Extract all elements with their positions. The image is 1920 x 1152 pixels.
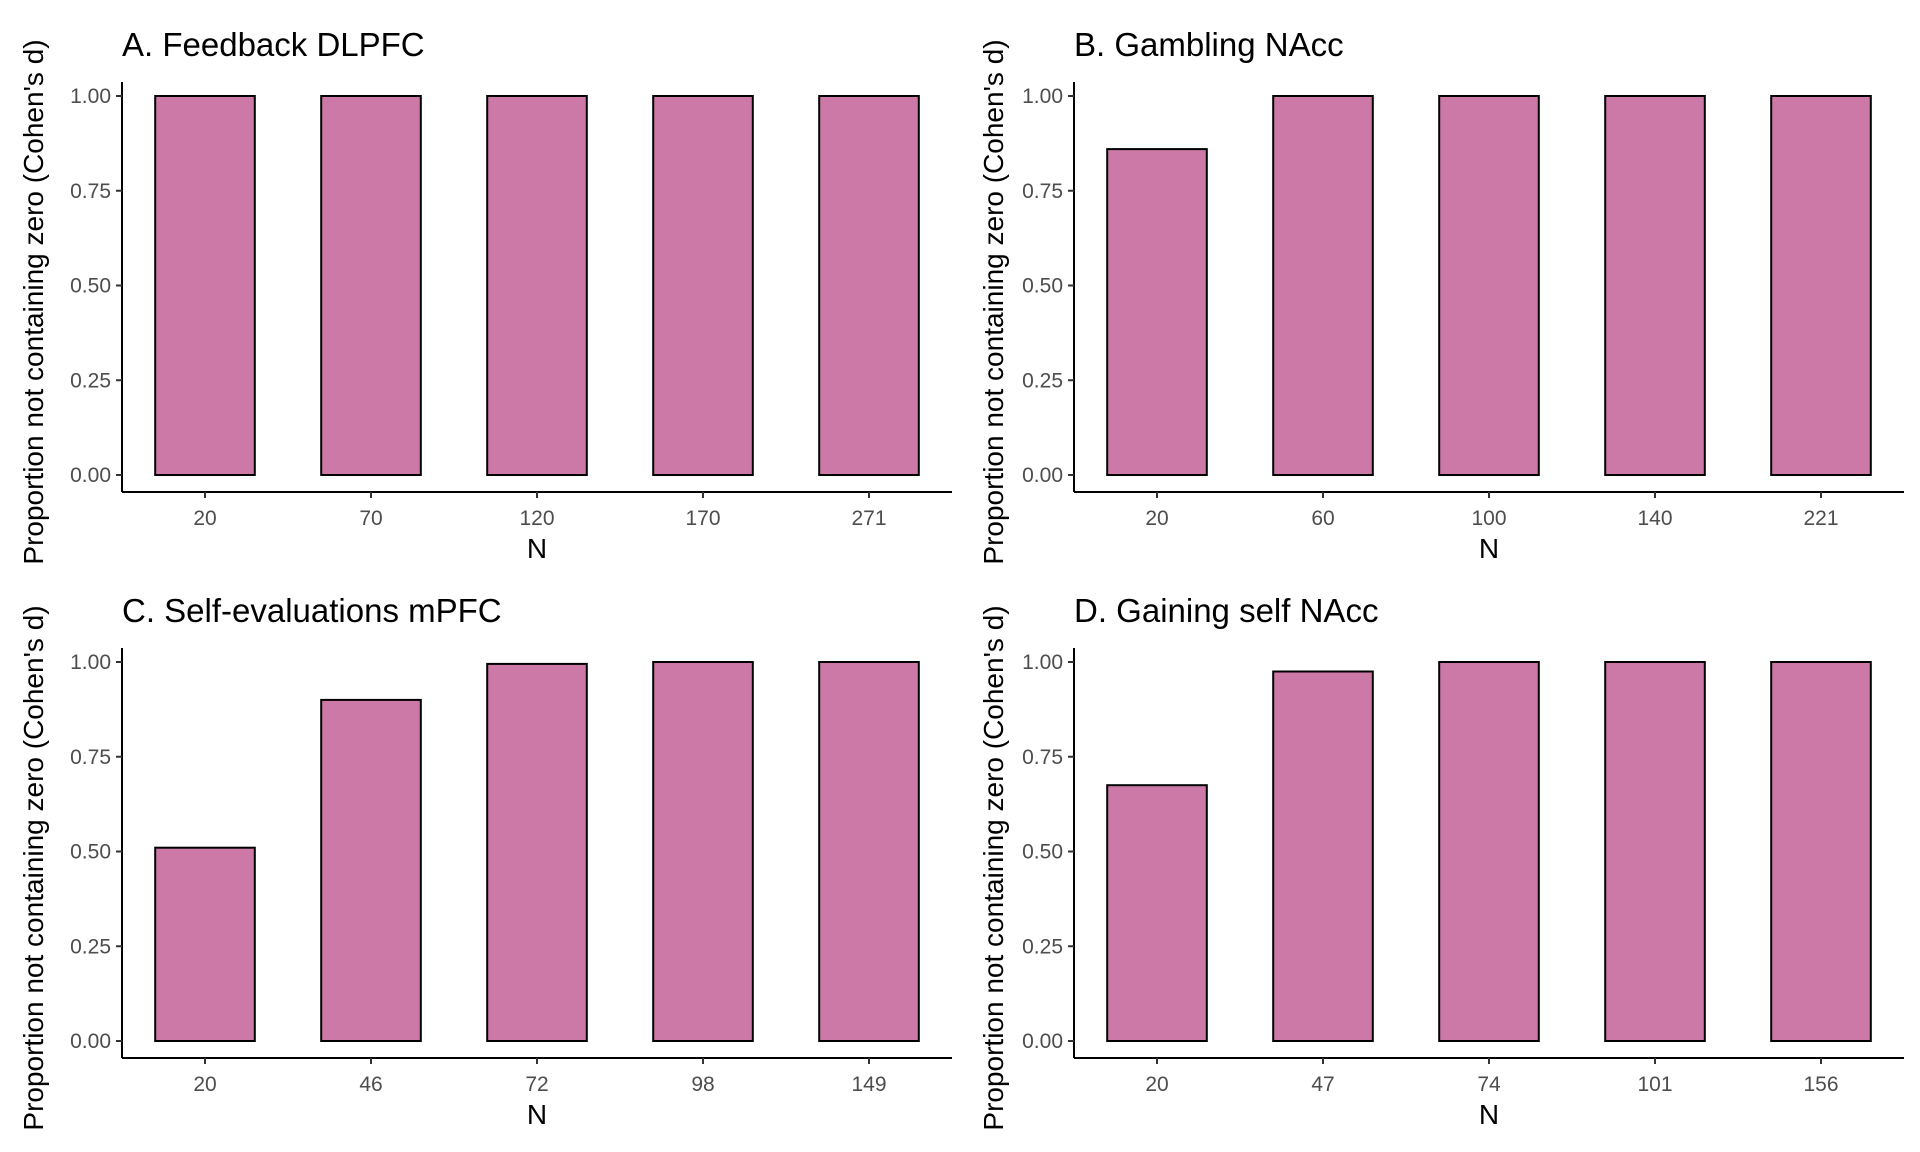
bar (320, 95, 422, 476)
y-tick-label: 0.00 (70, 464, 111, 487)
x-tick-label: 20 (193, 1073, 216, 1096)
bar (652, 95, 754, 476)
bar (1272, 95, 1374, 476)
y-tick-label: 0.50 (70, 275, 111, 298)
x-tick-label: 156 (1803, 1073, 1838, 1096)
x-axis-title: N (527, 1099, 547, 1130)
y-axis-title: Proportion not containing zero (Cohen's … (18, 605, 49, 1130)
x-tick-label: 221 (1803, 507, 1838, 530)
x-tick-label: 47 (1311, 1073, 1334, 1096)
bar (1438, 661, 1540, 1042)
y-tick-label: 0.25 (70, 369, 111, 392)
x-tick-label: 20 (193, 507, 216, 530)
y-tick-label: 1.00 (70, 651, 111, 674)
x-tick-label: 101 (1637, 1073, 1672, 1096)
chart-panel-2: B. Gambling NAcc 0.00 0.25 0.50 0.75 1.00 20 60… (978, 26, 1904, 565)
panel-title: C. Self-evaluations mPFC (122, 592, 502, 629)
x-tick-label: 46 (359, 1073, 382, 1096)
y-tick-label: 0.00 (1022, 1030, 1063, 1053)
x-tick-label: 98 (691, 1073, 714, 1096)
y-tick-label: 0.25 (1022, 369, 1063, 392)
x-tick-label: 20 (1145, 1073, 1168, 1096)
y-tick-label: 0.00 (1022, 464, 1063, 487)
x-tick-label: 149 (851, 1073, 886, 1096)
y-tick-label: 0.75 (70, 180, 111, 203)
bar (154, 846, 256, 1043)
bar (486, 662, 588, 1043)
y-tick-label: 0.75 (70, 746, 111, 769)
y-tick-label: 0.75 (1022, 746, 1063, 769)
x-axis-title: N (1479, 1099, 1499, 1130)
bar (154, 95, 256, 476)
x-tick-label: 100 (1471, 507, 1506, 530)
bar (1770, 661, 1872, 1042)
bar (1604, 661, 1706, 1042)
bar (818, 661, 920, 1042)
x-tick-label: 60 (1311, 507, 1334, 530)
y-tick-label: 1.00 (1022, 85, 1063, 108)
panel-title: B. Gambling NAcc (1074, 26, 1344, 63)
x-axis-title: N (1479, 533, 1499, 564)
x-tick-label: 271 (851, 507, 886, 530)
x-tick-label: 70 (359, 507, 382, 530)
chart-panel-3: C. Self-evaluations mPFC 0.00 0.25 0.50 0.75… (18, 592, 952, 1131)
x-axis-title: N (527, 533, 547, 564)
chart-panel-4: D. Gaining self NAcc 0.00 0.25 0.50 0.75 1.00… (978, 592, 1904, 1131)
x-tick-label: 170 (685, 507, 720, 530)
bar (818, 95, 920, 476)
bar (1604, 95, 1706, 476)
bar (1106, 784, 1208, 1043)
y-tick-label: 1.00 (70, 85, 111, 108)
x-tick-label: 140 (1637, 507, 1672, 530)
chart-panel-1: A. Feedback DLPFC 0.00 0.25 0.50 0.75 1.00 20 7… (18, 26, 952, 565)
bar (1106, 148, 1208, 476)
y-axis-title: Proportion not containing zero (Cohen's … (978, 605, 1009, 1130)
panel-title: A. Feedback DLPFC (122, 26, 425, 63)
bar (320, 698, 422, 1043)
y-tick-label: 0.50 (70, 841, 111, 864)
x-tick-label: 72 (525, 1073, 548, 1096)
bar (486, 95, 588, 476)
bar (1438, 95, 1540, 476)
y-tick-label: 1.00 (1022, 651, 1063, 674)
y-tick-label: 0.25 (70, 935, 111, 958)
bar (652, 661, 754, 1042)
y-axis-title: Proportion not containing zero (Cohen's … (18, 39, 49, 564)
y-tick-label: 0.50 (1022, 841, 1063, 864)
y-tick-label: 0.75 (1022, 180, 1063, 203)
x-tick-label: 74 (1477, 1073, 1501, 1096)
y-axis-title: Proportion not containing zero (Cohen's … (978, 39, 1009, 564)
y-tick-label: 0.00 (70, 1030, 111, 1053)
y-tick-label: 0.25 (1022, 935, 1063, 958)
bar (1272, 670, 1374, 1042)
x-tick-label: 120 (519, 507, 554, 530)
y-tick-label: 0.50 (1022, 275, 1063, 298)
panel-title: D. Gaining self NAcc (1074, 592, 1378, 629)
x-tick-label: 20 (1145, 507, 1168, 530)
bar (1770, 95, 1872, 476)
